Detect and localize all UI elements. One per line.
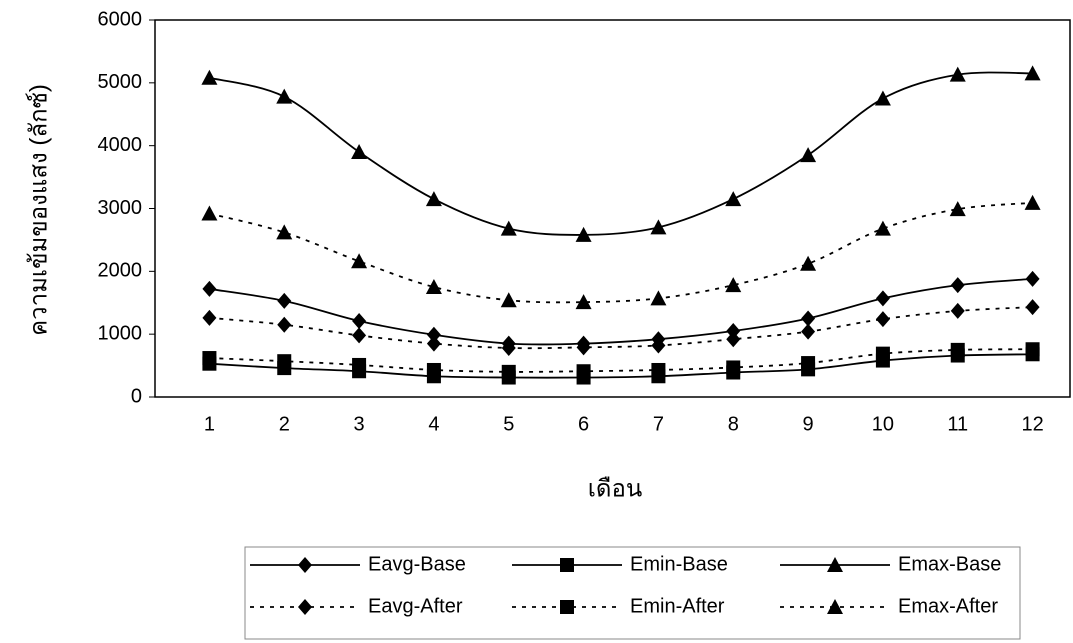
y-tick-label: 0	[131, 385, 142, 407]
marker	[425, 279, 442, 295]
marker	[874, 90, 891, 106]
marker	[874, 220, 891, 236]
x-axis-title: เดือน	[588, 475, 643, 502]
x-tick-label: 12	[1021, 413, 1043, 435]
marker	[827, 557, 843, 572]
legend-label: Emax-After	[898, 595, 998, 617]
plot-frame	[154, 19, 1071, 398]
marker	[202, 309, 217, 326]
legend-label: Emin-After	[630, 595, 725, 617]
marker	[201, 205, 218, 221]
marker	[875, 311, 890, 328]
x-tick-label: 4	[428, 413, 439, 435]
y-tick-label: 5000	[98, 71, 143, 93]
x-tick-label: 8	[728, 413, 739, 435]
marker	[560, 558, 574, 572]
marker	[875, 290, 890, 307]
x-tick-label: 11	[947, 413, 968, 435]
marker	[949, 66, 966, 82]
marker	[500, 220, 517, 236]
marker	[277, 354, 292, 369]
marker	[352, 357, 367, 372]
marker	[725, 191, 742, 207]
y-tick-label: 1000	[98, 322, 143, 344]
y-tick-label: 4000	[98, 134, 143, 156]
marker	[875, 346, 890, 361]
marker	[277, 316, 292, 333]
marker	[500, 292, 517, 308]
marker	[298, 599, 312, 615]
marker	[1025, 342, 1040, 357]
x-tick-label: 7	[653, 413, 664, 435]
marker	[351, 143, 368, 159]
marker	[1024, 65, 1041, 81]
marker	[651, 337, 666, 354]
marker	[650, 219, 667, 235]
marker	[575, 294, 592, 310]
marker	[501, 364, 516, 379]
marker	[950, 342, 965, 357]
y-tick-label: 2000	[98, 260, 143, 282]
marker	[201, 69, 218, 85]
marker	[276, 224, 293, 240]
marker	[298, 557, 312, 573]
y-axis-title: ความเข้มของแสง (ลักซ์)	[24, 84, 52, 336]
x-tick-label: 10	[872, 413, 894, 435]
legend-label: Eavg-After	[368, 595, 463, 617]
marker	[425, 191, 442, 207]
x-tick-label: 3	[354, 413, 365, 435]
series-line	[209, 353, 1033, 379]
marker	[801, 356, 816, 371]
legend-label: Emin-Base	[630, 553, 728, 575]
x-tick-label: 5	[503, 413, 514, 435]
marker	[650, 290, 667, 306]
marker	[1025, 299, 1040, 316]
series-line	[209, 201, 1033, 304]
series-line	[209, 277, 1033, 346]
marker	[426, 335, 441, 352]
marker	[1025, 270, 1040, 287]
legend-box	[244, 546, 1021, 640]
marker	[949, 201, 966, 217]
marker	[276, 88, 293, 104]
x-tick-label: 9	[803, 413, 814, 435]
marker	[576, 339, 591, 356]
marker	[426, 362, 441, 377]
marker	[351, 253, 368, 269]
marker	[800, 147, 817, 163]
series-line	[209, 348, 1033, 373]
legend-label: Emax-Base	[898, 553, 1001, 575]
y-tick-label: 6000	[98, 8, 143, 30]
marker	[426, 326, 441, 343]
series-line	[209, 306, 1033, 350]
x-tick-label: 1	[204, 413, 215, 435]
marker	[576, 364, 591, 379]
marker	[800, 255, 817, 271]
y-tick-label: 3000	[98, 197, 143, 219]
marker	[950, 277, 965, 294]
marker	[726, 323, 741, 340]
series-line	[209, 71, 1033, 236]
marker	[726, 360, 741, 375]
marker	[801, 310, 816, 327]
marker	[575, 226, 592, 242]
marker	[352, 312, 367, 329]
marker	[352, 327, 367, 344]
marker	[726, 331, 741, 348]
marker	[827, 599, 843, 614]
marker	[560, 600, 574, 614]
marker	[277, 292, 292, 309]
marker	[202, 280, 217, 297]
x-tick-label: 6	[578, 413, 589, 435]
x-tick-label: 2	[279, 413, 290, 435]
marker	[651, 362, 666, 377]
marker	[1024, 194, 1041, 210]
marker	[801, 323, 816, 340]
marker	[725, 277, 742, 293]
marker	[501, 339, 516, 356]
marker	[950, 302, 965, 319]
legend-label: Eavg-Base	[368, 553, 466, 575]
marker	[202, 351, 217, 366]
